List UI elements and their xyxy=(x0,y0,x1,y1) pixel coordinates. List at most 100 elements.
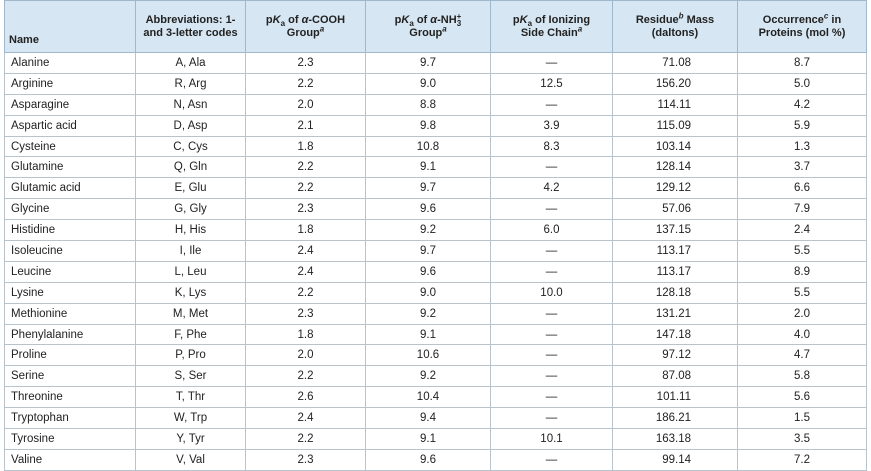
table-cell: 3.9 xyxy=(490,114,613,137)
table-cell: Glycine xyxy=(4,198,136,221)
table-cell: Threonine xyxy=(4,386,136,409)
table-row: Cysteine C, Cys 1.8 10.8 8.3 103.14 1.3 xyxy=(4,135,867,158)
table-cell: W, Trp xyxy=(135,407,246,430)
header-text: K xyxy=(519,13,528,26)
table-cell: V, Val xyxy=(135,448,246,471)
table-cell: Tyrosine xyxy=(4,428,136,450)
table-cell: — xyxy=(490,260,613,283)
table-cell: 2.6 xyxy=(245,386,366,409)
table-cell: 4.0 xyxy=(737,323,867,346)
header-text: Group xyxy=(409,27,443,39)
table-cell: 71.08 xyxy=(612,52,738,74)
table-cell: 147.18 xyxy=(612,323,738,346)
table-cell: 129.12 xyxy=(612,177,738,200)
table-cell: Histidine xyxy=(4,219,136,242)
table-cell: 6.6 xyxy=(737,177,867,200)
table-cell: — xyxy=(490,448,613,471)
table-cell: Y, Tyr xyxy=(135,428,246,450)
header-cell: Abbreviations: 1- and 3-letter codes xyxy=(135,0,246,53)
header-text: Abbreviations: 1- and 3-letter codes xyxy=(143,13,238,39)
table-cell: 6.0 xyxy=(490,219,613,242)
table-cell: Q, Gln xyxy=(135,156,246,179)
table-cell: 10.6 xyxy=(365,344,491,367)
table-row: Phenylalanine F, Phe 1.8 9.1—147.18 4.0 xyxy=(4,323,867,346)
table-cell: 9.0 xyxy=(365,72,491,95)
table-cell: 1.8 xyxy=(245,323,366,346)
table-cell: 7.9 xyxy=(737,198,867,221)
table-cell: 10.1 xyxy=(490,428,613,450)
table-row: Arginine R, Arg 2.2 9.0 12.5 156.20 5.0 xyxy=(4,72,867,95)
header-row: Name Abbreviations: 1- and 3-letter code… xyxy=(4,0,867,53)
table-cell: 5.5 xyxy=(737,240,867,262)
table-cell: 87.08 xyxy=(612,365,738,388)
table-cell: Aspartic acid xyxy=(4,114,136,137)
table-cell: 9.0 xyxy=(365,281,491,304)
header-cell: pKa of α-NH+ 3 Groupa xyxy=(365,0,491,53)
table-cell: 10.0 xyxy=(490,281,613,304)
table-cell: — xyxy=(490,93,613,116)
table-cell: Phenylalanine xyxy=(4,323,136,346)
table-cell: 113.17 xyxy=(612,260,738,283)
table-cell: 9.7 xyxy=(365,52,491,74)
table-cell: 5.8 xyxy=(737,365,867,388)
table-cell: Proline xyxy=(4,344,136,367)
header-cell: Residueb Mass (daltons) xyxy=(612,0,738,53)
header-text: -COOH xyxy=(308,13,346,26)
table-row: Isoleucine I, Ile 2.4 9.7—113.17 5.5 xyxy=(4,240,867,262)
table-cell: 2.2 xyxy=(245,156,366,179)
table-cell: T, Thr xyxy=(135,386,246,409)
header-text: of Ionizing xyxy=(532,13,591,26)
table-cell: 8.9 xyxy=(737,260,867,283)
header-text: α xyxy=(301,13,309,26)
table-cell: 131.21 xyxy=(612,302,738,325)
header-text: p xyxy=(512,13,520,26)
table-cell: R, Arg xyxy=(135,72,246,95)
header-cell: pKa of α-COOH Groupa xyxy=(245,0,366,53)
table-cell: — xyxy=(490,344,613,367)
table-row: Valine V, Val 2.3 9.6—99.14 7.2 xyxy=(4,448,867,471)
table-row: Asparagine N, Asn 2.0 8.8—114.11 4.2 xyxy=(4,93,867,116)
table-row: Methionine M, Met 2.3 9.2—131.21 2.0 xyxy=(4,302,867,325)
header-text: Residue xyxy=(635,13,679,26)
header-text: a xyxy=(280,18,286,28)
table-cell: K, Lys xyxy=(135,281,246,304)
table-row: Serine S, Ser 2.2 9.2—87.08 5.8 xyxy=(4,365,867,388)
header-text: in xyxy=(828,13,842,26)
table-cell: 2.0 xyxy=(245,344,366,367)
header-text: Side Chain xyxy=(520,26,578,39)
table-cell: 128.18 xyxy=(612,281,738,304)
table-row: Alanine A, Ala 2.3 9.7—71.08 8.7 xyxy=(4,52,867,74)
header-text: of xyxy=(285,13,302,26)
table-cell: P, Pro xyxy=(135,344,246,367)
table-cell: Cysteine xyxy=(4,135,136,158)
table-body: Alanine A, Ala 2.3 9.7—71.08 8.7 Arginine R, A… xyxy=(4,52,867,471)
table-cell: 2.2 xyxy=(245,281,366,304)
table-cell: — xyxy=(490,386,613,409)
table-cell: — xyxy=(490,198,613,221)
table-cell: 99.14 xyxy=(612,448,738,471)
table-cell: 10.8 xyxy=(365,135,491,158)
table-row: Aspartic acid D, Asp 2.1 9.8 3.9 115.09 5.9 xyxy=(4,114,867,137)
table-header: Name Abbreviations: 1- and 3-letter code… xyxy=(4,0,867,53)
table-cell: 5.6 xyxy=(737,386,867,409)
table-row: Histidine H, His 1.8 9.2 6.0 137.15 2.4 xyxy=(4,219,867,242)
table-cell: 9.2 xyxy=(365,302,491,325)
table-cell: 2.2 xyxy=(245,365,366,388)
table-cell: Isoleucine xyxy=(4,240,136,262)
table-cell: 9.1 xyxy=(365,156,491,179)
table-cell: 8.8 xyxy=(365,93,491,116)
table-cell: — xyxy=(490,52,613,74)
table-cell: 9.7 xyxy=(365,240,491,262)
header-text: + xyxy=(456,12,462,21)
table-cell: — xyxy=(490,323,613,346)
table-cell: 10.4 xyxy=(365,386,491,409)
table-cell: Glutamic acid xyxy=(4,177,136,200)
header-text: of xyxy=(413,14,431,26)
table-cell: Serine xyxy=(4,365,136,388)
table-cell: — xyxy=(490,156,613,179)
table-row: Proline P, Pro 2.0 10.6—97.12 4.7 xyxy=(4,344,867,367)
table-cell: 186.21 xyxy=(612,407,738,430)
header-text: α xyxy=(430,14,438,26)
table-cell: Asparagine xyxy=(4,93,136,116)
